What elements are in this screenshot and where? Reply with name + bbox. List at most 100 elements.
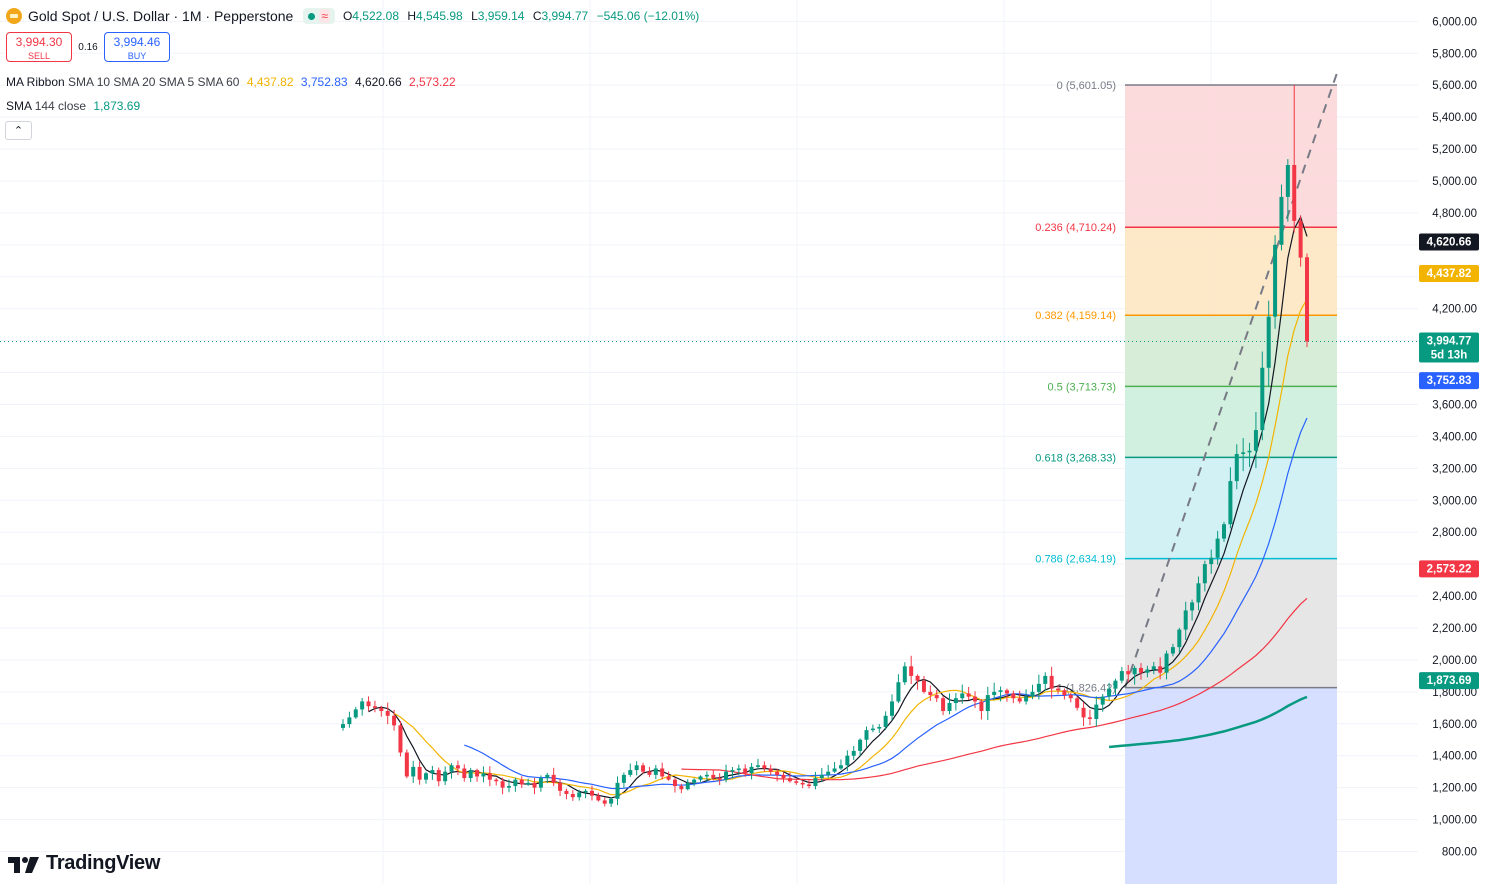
candle-body (902, 666, 907, 683)
candle-body (679, 786, 684, 790)
trendline (1124, 72, 1338, 688)
candle-body (992, 691, 997, 696)
candle-body (360, 701, 365, 710)
candle-body (666, 776, 671, 780)
gold-symbol-icon (6, 8, 22, 24)
candle-body (711, 774, 716, 779)
candle-body (1190, 602, 1195, 611)
tradingview-logo[interactable]: TradingView (8, 852, 160, 875)
collapse-legend-button[interactable]: ⌃ (5, 121, 32, 140)
price-axis-tick: 6,000.00 (1432, 16, 1477, 28)
price-axis-tick: 2,800.00 (1432, 527, 1477, 539)
buy-price: 3,994.46 (113, 35, 161, 49)
candle-body (1139, 667, 1144, 673)
price-axis-tick: 800.00 (1442, 847, 1477, 859)
ma-ribbon-legend[interactable]: MA Ribbon SMA 10 SMA 20 SMA 5 SMA 60 4,4… (6, 75, 456, 89)
candle-body (468, 770, 473, 779)
candle-body (966, 693, 971, 697)
candle-body (755, 765, 760, 767)
price-axis-tick: 1,800.00 (1432, 687, 1477, 699)
price-tag-text: 4,437.82 (1427, 268, 1472, 280)
ma-line-sma-10 (393, 298, 1308, 796)
candle-body (826, 771, 831, 775)
ma-line-sma-20 (464, 417, 1308, 790)
candle-body (1196, 583, 1201, 603)
candle-body (500, 781, 505, 788)
candle-body (1215, 538, 1220, 558)
price-tag-text: 2,573.22 (1427, 563, 1472, 575)
candle-body (577, 792, 582, 798)
candle-body (1075, 698, 1080, 708)
fibonacci-levels: 0 (5,601.05) 0.236 (4,710.24) 0.382 (4,159… (1035, 80, 1337, 695)
candle-body (443, 771, 448, 782)
fib-zone (1125, 315, 1337, 387)
price-tag-bg (1419, 560, 1479, 578)
price-axis-tick: 2,000.00 (1432, 655, 1477, 667)
candle-body (704, 774, 709, 777)
candle-body (589, 790, 594, 796)
fib-level-label: 0.236 (4,710.24) (1035, 222, 1116, 234)
candle-body (411, 766, 416, 777)
candle-body (545, 774, 550, 779)
symbol-title[interactable]: Gold Spot / U.S. Dollar · 1M · Peppersto… (28, 8, 294, 24)
open-value: 4,522.08 (352, 9, 399, 23)
price-axis-tick: 5,800.00 (1432, 48, 1477, 60)
buy-button[interactable]: 3,994.46 BUY (104, 32, 170, 62)
candle-body (934, 695, 939, 699)
candle-body (487, 773, 492, 780)
candle-body (941, 698, 946, 712)
candle-body (921, 680, 926, 692)
price-axis-bg (1418, 0, 1489, 884)
candle-body (481, 773, 486, 777)
candle-body (724, 771, 729, 780)
price-axis-tick: 1,600.00 (1432, 719, 1477, 731)
candle-body (762, 765, 767, 769)
candle-body (877, 726, 882, 729)
candle-body (564, 790, 569, 795)
candle-body (851, 750, 856, 756)
candle-body (1170, 647, 1175, 654)
candle-body (634, 765, 639, 771)
moving-averages (368, 215, 1308, 799)
price-axis-tick: 5,200.00 (1432, 144, 1477, 156)
price-tag-text: 3,752.83 (1427, 375, 1472, 387)
candle-body (1279, 196, 1284, 245)
candle-body (845, 755, 850, 766)
price-tag-bg (1419, 265, 1479, 282)
candle-body (1164, 653, 1169, 673)
candle-body (909, 666, 914, 676)
sma-legend[interactable]: SMA 144 close 1,873.69 (6, 99, 140, 113)
fib-zone (1125, 687, 1337, 884)
candle-body (1081, 707, 1086, 718)
candle-body (449, 765, 454, 772)
sell-label: SELL (27, 51, 51, 61)
candle-body (1011, 693, 1016, 699)
price-tag-text: 4,620.66 (1427, 237, 1472, 249)
candle-body (800, 782, 805, 785)
candle-body (896, 682, 901, 702)
candle-body (602, 800, 607, 804)
candle-body (794, 781, 799, 783)
candle-body (1266, 316, 1271, 368)
candle-body (583, 790, 588, 793)
candle-body (1177, 629, 1182, 648)
candle-body (653, 768, 658, 775)
candle-body (1253, 430, 1258, 451)
market-status[interactable]: ≈ (303, 8, 335, 24)
candle-body (347, 717, 352, 725)
candle-body (928, 691, 933, 696)
candle-body (1094, 704, 1099, 719)
candle-body (813, 778, 818, 787)
low-value: 3,959.14 (477, 9, 525, 23)
candle-body (1004, 690, 1009, 694)
current-price-tag-text: 3,994.77 (1427, 335, 1472, 347)
candle-body (985, 695, 990, 712)
candle-body (526, 782, 531, 785)
sell-button[interactable]: 3,994.30 SELL (6, 32, 72, 62)
candle-body (953, 698, 958, 704)
candle-body (462, 768, 467, 779)
fib-level-label: 0.618 (3,268.33) (1035, 452, 1116, 464)
candle-body (870, 728, 875, 731)
candle-body (819, 774, 824, 779)
